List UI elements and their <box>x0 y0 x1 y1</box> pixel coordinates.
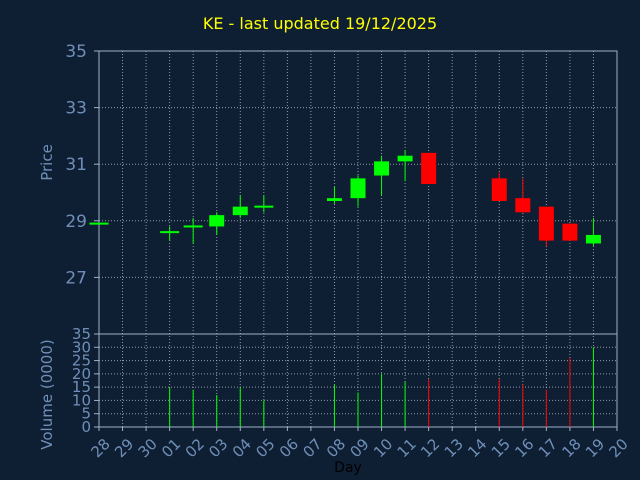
price-tick-label: 35 <box>65 42 87 62</box>
x-tick-label: 28 <box>88 435 114 461</box>
x-tick-label: 05 <box>252 435 278 461</box>
candle-body <box>326 198 342 201</box>
x-tick-label: 18 <box>558 435 584 461</box>
candle-body <box>397 155 413 162</box>
price-tick-label: 27 <box>65 268 87 288</box>
x-tick-label: 15 <box>488 435 514 461</box>
candle-body <box>350 178 366 199</box>
x-tick-label: 13 <box>441 435 467 461</box>
candle-body <box>374 161 390 176</box>
x-tick-label: 03 <box>205 435 231 461</box>
candle-body <box>421 152 437 185</box>
x-tick-label: 19 <box>582 435 608 461</box>
candle-body <box>254 205 274 208</box>
volume-tick-label: 5 <box>81 405 91 423</box>
x-tick-label: 06 <box>276 435 302 461</box>
candle-body <box>585 234 601 244</box>
x-tick-label: 14 <box>464 435 490 461</box>
candle-body <box>89 222 109 225</box>
x-tick-label: 16 <box>511 435 537 461</box>
x-tick-label: 17 <box>535 435 561 461</box>
candle-body <box>209 215 225 227</box>
candle-body <box>232 206 248 216</box>
x-tick-label: 04 <box>229 435 255 461</box>
chart-title: KE - last updated 19/12/2025 <box>202 14 438 33</box>
x-axis-label: Day <box>334 460 362 476</box>
candle-body <box>538 206 554 241</box>
x-tick-label: 10 <box>370 435 396 461</box>
volume-tick-label: 25 <box>72 352 91 370</box>
x-tick-label: 07 <box>299 435 325 461</box>
candle-body <box>562 223 578 241</box>
candle-body <box>515 198 531 213</box>
candle-body <box>183 225 203 228</box>
x-tick-label: 11 <box>394 435 420 461</box>
volume-tick-label: 30 <box>72 338 91 356</box>
x-tick-label: 09 <box>347 435 373 461</box>
volume-tick-label: 20 <box>72 365 91 383</box>
x-tick-label: 12 <box>417 435 443 461</box>
candle-body <box>491 178 507 201</box>
x-tick-label: 30 <box>135 435 161 461</box>
x-tick-label: 08 <box>323 435 349 461</box>
x-tick-label: 02 <box>182 435 208 461</box>
x-tick-label: 01 <box>158 435 184 461</box>
price-axis-label: Price <box>38 144 56 181</box>
volume-axis-label: Volume (0000) <box>38 339 56 449</box>
price-tick-label: 33 <box>65 99 87 119</box>
volume-tick-label: 0 <box>81 418 91 436</box>
price-tick-label: 29 <box>65 212 87 232</box>
volume-tick-label: 10 <box>72 391 91 409</box>
volume-tick-label: 35 <box>72 325 91 343</box>
volume-tick-label: 15 <box>72 378 91 396</box>
x-tick-label: 29 <box>111 435 137 461</box>
candle-body <box>160 231 180 234</box>
price-tick-label: 31 <box>65 155 87 175</box>
x-tick-label: 20 <box>606 435 632 461</box>
